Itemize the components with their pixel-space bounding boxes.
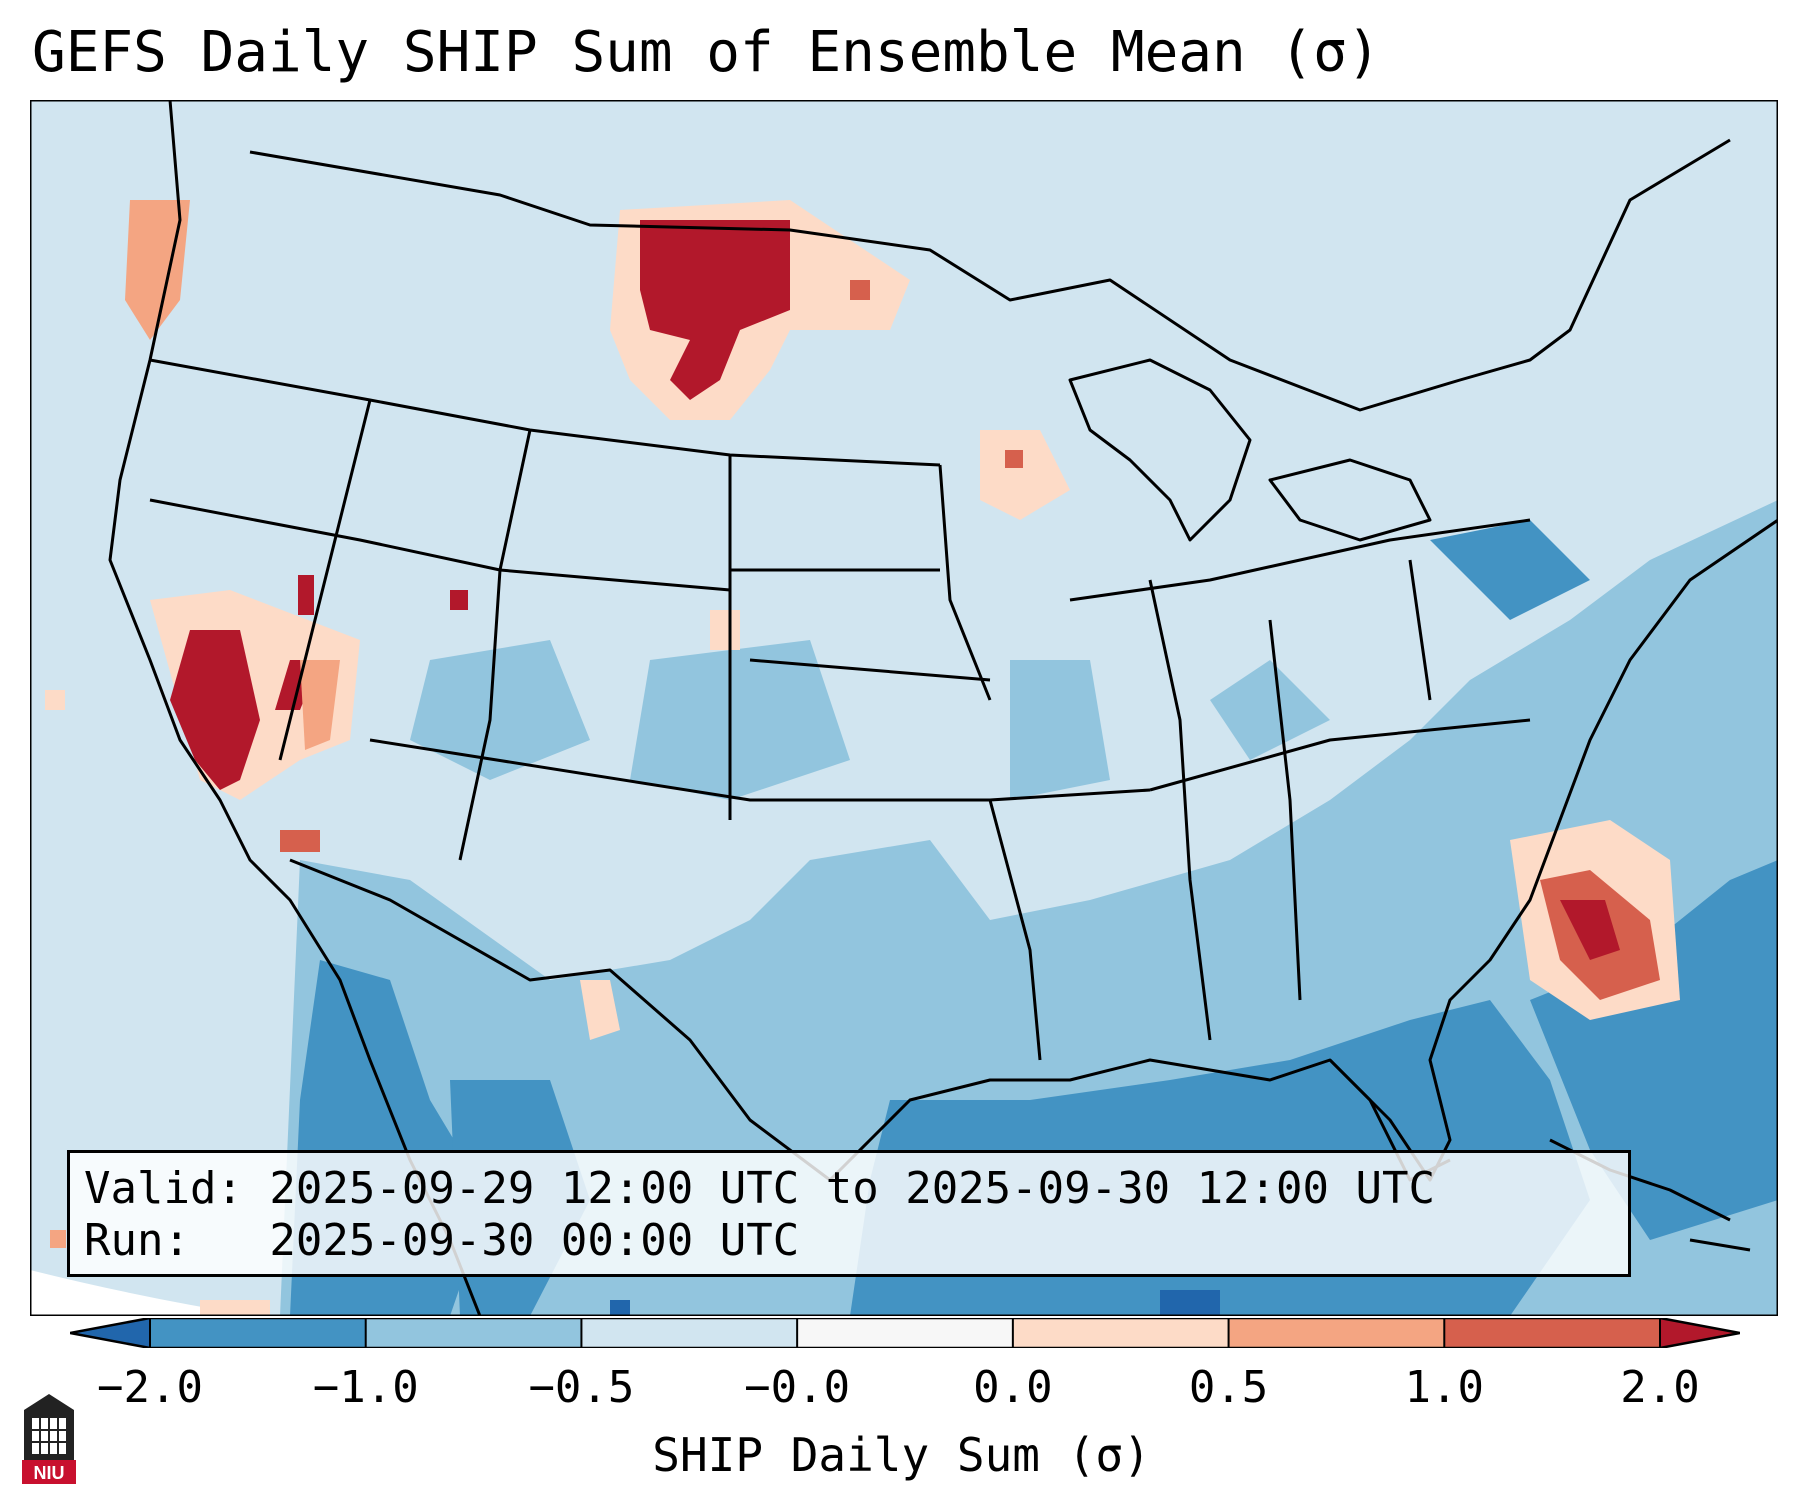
colorbar-bin (1660, 1318, 1740, 1348)
colorbar-tick-label: 0.5 (1188, 1362, 1269, 1413)
colorbar-tick-label: −0.0 (744, 1362, 851, 1413)
niu-logo: NIU (22, 1394, 76, 1484)
map-title: GEFS Daily SHIP Sum of Ensemble Mean (σ) (32, 20, 1381, 85)
run-time-text: Run: 2025-09-30 00:00 UTC (84, 1215, 800, 1266)
field-deepest-blue (610, 1290, 1220, 1316)
colorbar-bin (1444, 1318, 1661, 1348)
colorbar-bin (581, 1318, 798, 1348)
colorbar-tick-label: −0.5 (528, 1362, 635, 1413)
svg-text:NIU: NIU (34, 1463, 65, 1483)
colorbar-tick-label: −2.0 (97, 1362, 203, 1413)
colorbar-bin (797, 1318, 1014, 1348)
field-positive-anomalies (45, 200, 1680, 1316)
colorbar-bin (365, 1318, 582, 1348)
map-panel (30, 100, 1778, 1316)
colorbar-label: SHIP Daily Sum (σ) (652, 1428, 1151, 1482)
colorbar-tick-label: 1.0 (1404, 1362, 1485, 1413)
colorbar-tick-label: −1.0 (312, 1362, 419, 1413)
valid-run-info-box: Valid: 2025-09-29 12:00 UTC to 2025-09-3… (67, 1150, 1631, 1277)
map-borders (108, 100, 1778, 1316)
colorbar-bin (70, 1318, 150, 1348)
map-projection-edge (30, 1270, 256, 1316)
colorbar-bin (150, 1318, 367, 1348)
valid-time-text: Valid: 2025-09-29 12:00 UTC to 2025-09-3… (84, 1163, 1436, 1214)
colorbar (70, 1318, 1740, 1348)
colorbar-tick-label: 2.0 (1620, 1362, 1700, 1413)
colorbar-bin (1012, 1318, 1230, 1348)
colorbar-bin (1228, 1318, 1445, 1348)
colorbar-tick-label: 0.0 (973, 1362, 1053, 1413)
